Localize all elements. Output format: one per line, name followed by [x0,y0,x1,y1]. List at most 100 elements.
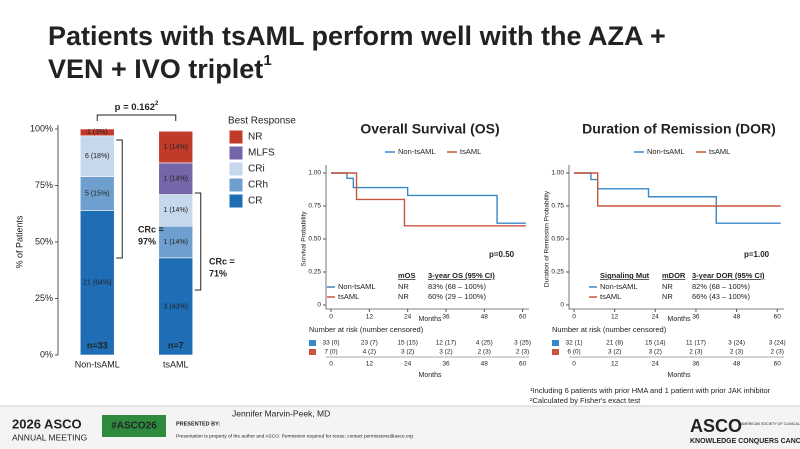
permission: Presentation is property of the author a… [176,433,413,439]
risk-x-tick-label: 24 [404,361,412,368]
y-tick-label: 0.75 [308,203,321,210]
legend-title: Best Response [228,116,296,127]
y-tick-label: 0.75 [551,203,564,210]
km-curve [574,172,781,207]
legend-label: CR [248,196,262,207]
legend-swatch [228,129,244,145]
asco-logo-sub: AMERICAN SOCIETY OF CLINICAL ONCOLOGY [741,422,800,426]
table-cell: NR [398,292,409,301]
risk-cell: 6 (0) [567,349,580,356]
p-bracket [96,114,177,121]
presented-by: PRESENTED BY: [176,421,220,427]
risk-swatch [309,340,316,346]
table-cell: Non-tsAML [338,282,376,291]
axes [568,165,784,310]
hashtag-box [102,415,166,437]
legend-swatch [228,145,244,161]
km-curve [331,172,526,224]
legend-swatch [228,177,244,193]
x-tick-label: 60 [519,314,527,321]
risk-x-tick-label: 0 [329,361,333,368]
x-tick-label: 24 [652,314,660,321]
x-tick-label: 36 [442,314,450,321]
p-value: p=1.00 [744,250,770,259]
x-tick-label: 0 [572,314,576,321]
risk-x-tick-label: 60 [774,361,782,368]
bar-segment [79,128,115,137]
chart-title: Duration of Remission (DOR) [582,121,776,137]
table-cell: 82% (68 – 100%) [692,282,750,291]
legend-label: tsAML [460,147,481,156]
risk-cell: 33 (0) [323,340,340,347]
p-value-text: p = 0.162 [115,102,155,113]
risk-cell: 2 (3) [689,349,702,356]
y-tick-label: 0 [560,302,564,309]
y-tick-label: 50% [35,236,53,246]
km-curve [574,172,781,224]
crc-label: 71% [209,268,227,278]
crc-label: CRc = [138,224,164,234]
table-cell: tsAML [600,292,621,301]
risk-cell: 15 (15) [397,340,418,347]
risk-x-tick-label: 24 [652,361,660,368]
risk-x-tick-label: 60 [519,361,527,368]
asco-logo: ASCO [690,416,742,436]
y-tick-label: 0.50 [308,236,321,243]
value-label: 5 (15%) [85,190,110,197]
legend-label: tsAML [709,147,730,156]
risk-cell: 3 (24) [769,340,786,347]
risk-x-axis-label: Months [419,372,442,379]
crc-label: 97% [138,236,156,246]
table-cell: tsAML [338,292,359,301]
table-header: mOS [398,271,416,280]
bar-segment [79,210,115,356]
table-cell: NR [662,282,673,291]
value-label: 1 (14%) [163,207,188,214]
x-tick-label: 12 [366,314,374,321]
risk-cell: 7 (0) [324,349,337,356]
risk-cell: 4 (2) [363,349,376,356]
risk-x-tick-label: 36 [442,361,450,368]
bar-segment [158,225,194,259]
km-curve [331,172,526,227]
legend-label: CRi [248,164,265,175]
slide-title: VEN + IVO triplet1 [48,52,272,84]
legend-label: MLFS [248,148,275,159]
risk-cell: 3 (25) [514,340,531,347]
axes [325,165,529,310]
tagline: KNOWLEDGE CONQUERS CANCER [690,438,800,445]
bar-segment [79,135,115,177]
x-tick-label: 12 [611,314,619,321]
x-tick-label: 24 [404,314,412,321]
table-cell: NR [398,282,409,291]
presenter: Jennifer Marvin-Peek, MD [232,408,330,418]
title-line: Patients with tsAML perform well with th… [48,21,666,51]
risk-title: Number at risk (number censored) [309,325,424,334]
risk-x-tick-label: 12 [366,361,374,368]
risk-cell: 2 (3) [730,349,743,356]
y-tick-label: 100% [30,123,53,133]
risk-title: Number at risk (number censored) [552,325,667,334]
y-tick-label: 25% [35,293,53,303]
x-tick-label: 0 [329,314,333,321]
table-header: 3-year DOR (95% CI) [692,271,765,280]
table-cell: NR [662,292,673,301]
slide-title: Patients with tsAML perform well with th… [48,21,666,51]
value-label: 6 (18%) [85,153,110,160]
table-cell: 66% (43 – 100%) [692,292,750,301]
bar-segment [158,162,194,195]
legend-label: Non-tsAML [398,147,436,156]
y-tick-label: 0.50 [551,236,564,243]
n-label: n=33 [87,340,108,350]
legend-swatch [228,161,244,177]
risk-x-tick-label: 0 [572,361,576,368]
table-cell: Non-tsAML [600,282,638,291]
value-label: 1 (3%) [87,129,108,136]
x-tick-label: 60 [774,314,782,321]
p-value-sup: 2 [155,101,159,107]
table-cell: 83% (68 – 100%) [428,282,486,291]
y-axis-label: % of Patients [14,215,24,269]
legend-label: CRh [248,180,268,191]
y-axis-label: Duration of Remission Probability [544,190,551,287]
x-tick-label: tsAML [163,359,189,369]
